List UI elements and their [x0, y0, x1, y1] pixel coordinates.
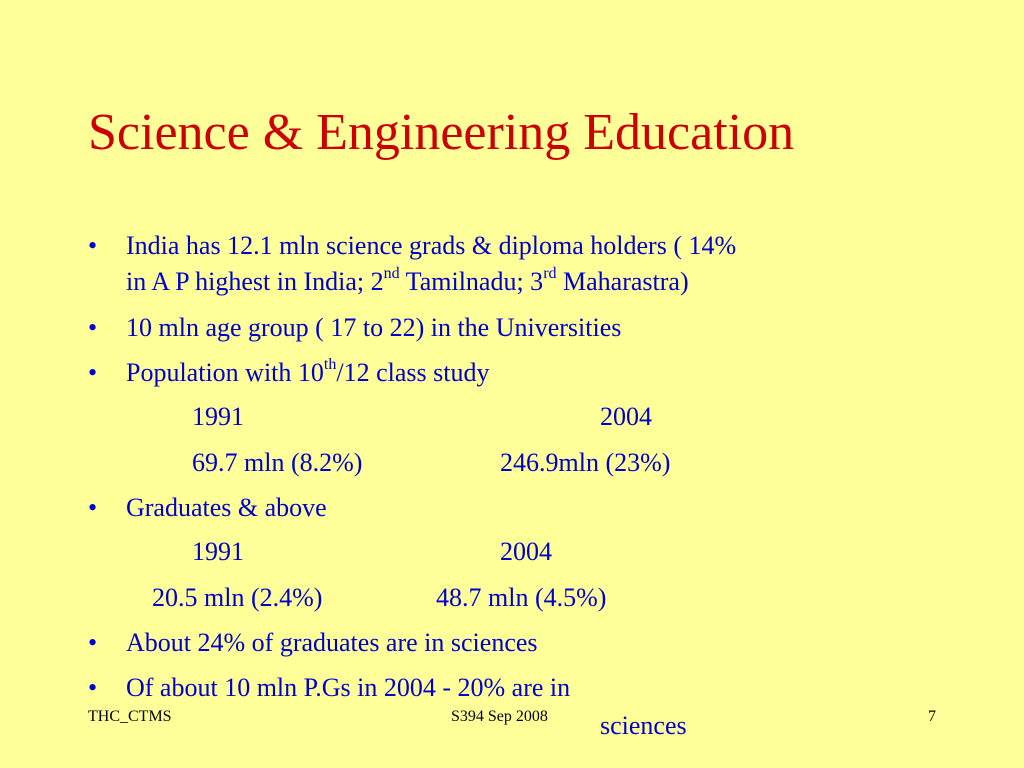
superscript-rd: rd: [543, 265, 557, 283]
bullet-1-text-a: in A P highest in India; 2: [126, 267, 384, 296]
population-year-2004: 2004: [600, 402, 652, 431]
bullet-1-text-c: Maharastra): [556, 267, 689, 296]
slide-title: Science & Engineering Education: [88, 104, 795, 161]
footer-center: S394 Sep 2008: [451, 708, 548, 725]
population-value-1991: 69.7 mln (8.2%): [192, 448, 363, 477]
population-value-2004: 246.9mln (23%): [500, 448, 671, 477]
bullet-4-text: Graduates & above: [126, 493, 327, 522]
bullet-6-continuation: sciences: [600, 711, 687, 740]
bullet-dot: •: [88, 313, 98, 342]
bullet-dot: •: [88, 493, 98, 522]
bullet-dot: •: [88, 628, 98, 657]
bullet-dot: •: [88, 231, 98, 260]
bullet-3-text-b: /12 class study: [336, 358, 490, 387]
bullet-1: • India has 12.1 mln science grads & dip…: [88, 229, 737, 263]
graduates-years-row: 1991 2004: [0, 535, 1024, 569]
footer-left: THC_CTMS: [88, 708, 172, 725]
bullet-1-line-1: India has 12.1 mln science grads & diplo…: [126, 231, 737, 260]
bullet-6: • Of about 10 mln P.Gs in 2004 - 20% are…: [88, 671, 571, 705]
population-values-row: 69.7 mln (8.2%) 246.9mln (23%): [0, 446, 1024, 480]
graduates-year-2004: 2004: [500, 537, 552, 566]
superscript-th: th: [323, 356, 337, 374]
bullet-3-text-a: Population with 10: [126, 358, 324, 387]
graduates-value-2004: 48.7 mln (4.5%): [436, 583, 607, 612]
graduates-values-row: 20.5 mln (2.4%) 48.7 mln (4.5%): [0, 581, 1024, 615]
graduates-value-1991: 20.5 mln (2.4%): [152, 583, 323, 612]
bullet-5-text: About 24% of graduates are in sciences: [126, 628, 538, 657]
page-number: 7: [928, 708, 936, 725]
bullet-1-line-2: in A P highest in India; 2nd Tamilnadu; …: [126, 265, 689, 299]
bullet-5: • About 24% of graduates are in sciences: [88, 626, 538, 660]
superscript-nd: nd: [383, 265, 400, 283]
bullet-dot: •: [88, 358, 98, 387]
bullet-6-text: Of about 10 mln P.Gs in 2004 - 20% are i…: [126, 673, 571, 702]
bullet-dot: •: [88, 673, 98, 702]
bullet-2-text: 10 mln age group ( 17 to 22) in the Univ…: [126, 313, 622, 342]
bullet-4: • Graduates & above: [88, 491, 327, 525]
graduates-year-1991: 1991: [192, 537, 244, 566]
population-years-row: 1991 2004: [0, 400, 1024, 434]
bullet-1-text-b: Tamilnadu; 3: [399, 267, 544, 296]
bullet-2: • 10 mln age group ( 17 to 22) in the Un…: [88, 311, 622, 345]
population-year-1991: 1991: [192, 402, 244, 431]
bullet-3: • Population with 10th/12 class study: [88, 356, 490, 390]
